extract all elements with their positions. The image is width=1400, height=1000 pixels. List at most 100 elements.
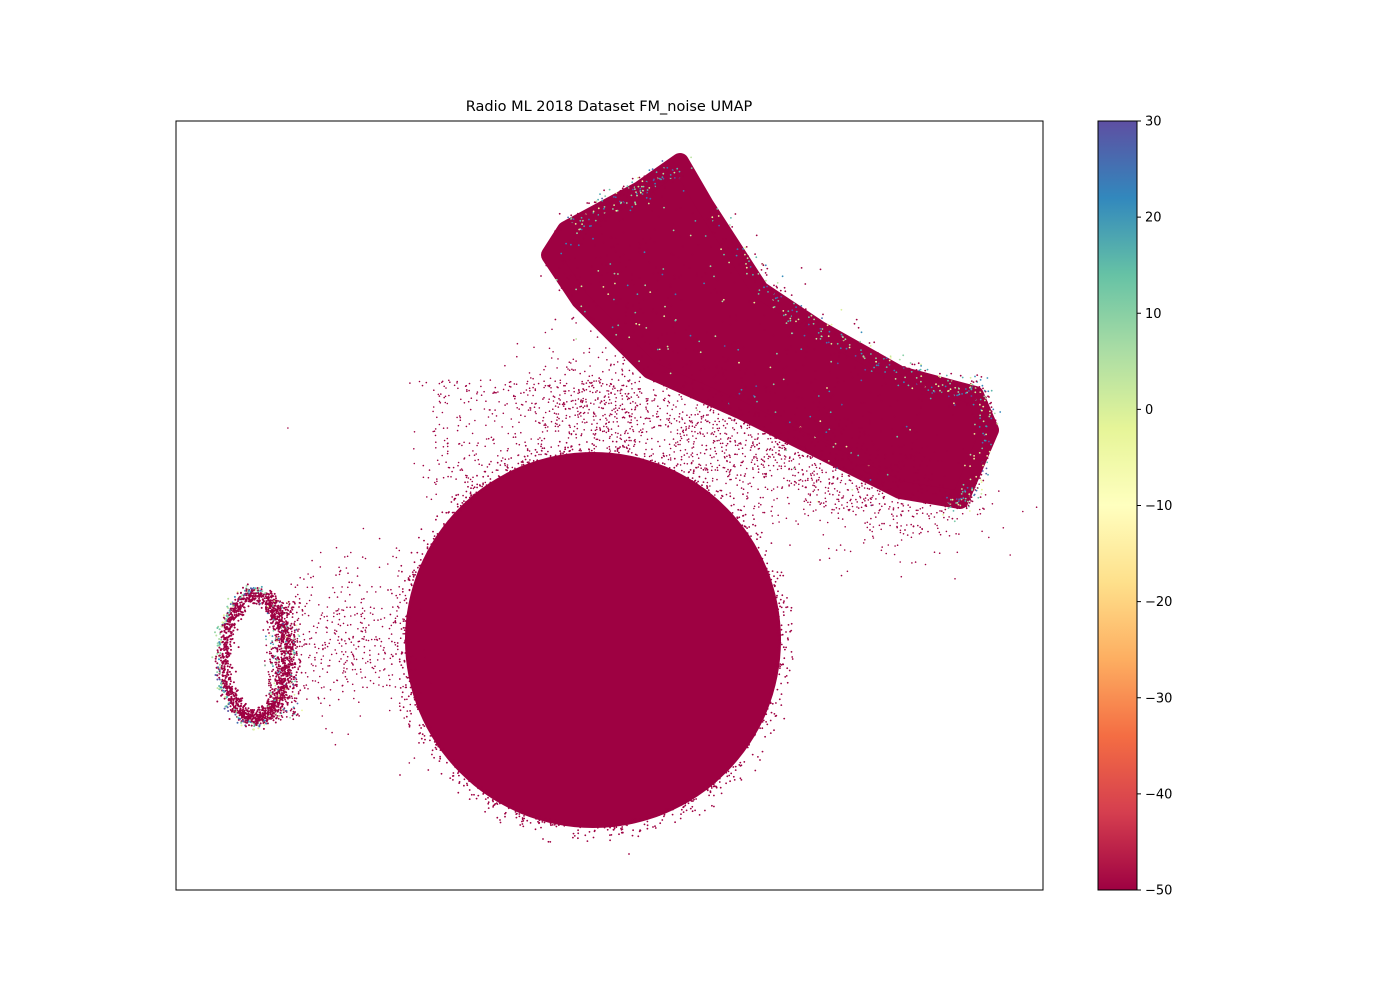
- scatter-point: [601, 197, 603, 200]
- scatter-point: [466, 784, 469, 787]
- scatter-point: [989, 435, 991, 438]
- scatter-point: [690, 167, 693, 170]
- scatter-point: [673, 332, 676, 334]
- scatter-point: [856, 475, 859, 478]
- scatter-point: [956, 502, 959, 504]
- scatter-point: [412, 575, 415, 578]
- scatter-point: [609, 364, 612, 367]
- scatter-point: [821, 427, 823, 429]
- scatter-point: [433, 756, 435, 759]
- scatter-point: [566, 366, 568, 368]
- scatter-point: [528, 461, 530, 463]
- scatter-point: [873, 366, 875, 369]
- scatter-point: [776, 282, 779, 284]
- scatter-point: [846, 501, 849, 504]
- scatter-point: [603, 399, 606, 402]
- scatter-point: [730, 478, 732, 481]
- scatter-point: [594, 434, 596, 436]
- scatter-point: [893, 415, 896, 418]
- scatter-point: [773, 674, 776, 677]
- scatter-point: [516, 468, 519, 470]
- scatter-point: [513, 469, 515, 472]
- scatter-point: [764, 554, 767, 556]
- scatter-point: [418, 380, 421, 383]
- scatter-point: [579, 219, 582, 222]
- scatter-point: [606, 359, 608, 361]
- scatter-point: [609, 450, 612, 452]
- scatter-point: [679, 443, 681, 446]
- scatter-point: [805, 323, 808, 325]
- scatter-point: [784, 313, 787, 316]
- scatter-point: [614, 393, 616, 396]
- scatter-point: [777, 635, 780, 637]
- scatter-point: [665, 381, 667, 383]
- scatter-point: [443, 396, 446, 399]
- scatter-point: [842, 495, 845, 497]
- scatter-point: [735, 314, 737, 317]
- scatter-point: [409, 575, 411, 578]
- scatter-point: [539, 373, 541, 376]
- scatter-point: [484, 810, 486, 813]
- scatter-point: [409, 382, 411, 384]
- scatter-point: [909, 362, 912, 364]
- scatter-point: [869, 345, 872, 347]
- scatter-point: [830, 462, 833, 464]
- scatter-point: [769, 366, 772, 369]
- scatter-point: [627, 822, 630, 825]
- scatter-point: [616, 409, 619, 412]
- scatter-point: [715, 780, 718, 782]
- scatter-point: [945, 530, 948, 533]
- scatter-point: [500, 800, 503, 803]
- scatter-point: [718, 464, 721, 467]
- scatter-point: [416, 581, 418, 584]
- scatter-point: [713, 288, 716, 291]
- scatter-point: [716, 469, 719, 472]
- scatter-point: [952, 414, 954, 416]
- scatter-point: [590, 330, 592, 332]
- scatter-point: [627, 432, 629, 435]
- scatter-point: [758, 506, 760, 508]
- scatter-point: [753, 415, 756, 417]
- scatter-point: [812, 327, 815, 330]
- scatter-point: [448, 466, 451, 469]
- scatter-point: [523, 815, 525, 817]
- scatter-point: [707, 398, 709, 401]
- scatter-point: [927, 530, 929, 533]
- scatter-point: [624, 441, 626, 443]
- scatter-point: [969, 498, 972, 501]
- scatter-point: [405, 648, 408, 651]
- scatter-point: [655, 463, 658, 466]
- scatter-point: [582, 213, 585, 215]
- scatter-point: [716, 478, 718, 481]
- scatter-point: [954, 386, 957, 389]
- scatter-point: [785, 365, 788, 368]
- scatter-point: [771, 587, 774, 590]
- scatter-point: [246, 583, 249, 586]
- scatter-point: [898, 497, 900, 500]
- scatter-point: [900, 502, 903, 505]
- scatter-point: [939, 484, 941, 486]
- scatter-point: [635, 321, 638, 323]
- scatter-point: [612, 828, 615, 831]
- scatter-point: [532, 386, 534, 389]
- scatter-point: [504, 811, 507, 814]
- scatter-point: [618, 833, 620, 836]
- scatter-point: [681, 417, 683, 419]
- scatter-point: [801, 454, 804, 457]
- scatter-point: [556, 279, 558, 281]
- scatter-point: [410, 551, 413, 554]
- scatter-point: [572, 218, 575, 221]
- scatter-point: [969, 376, 972, 379]
- scatter-point: [234, 598, 237, 601]
- scatter-point: [823, 459, 825, 461]
- scatter-point: [569, 426, 571, 429]
- scatter-point: [779, 454, 781, 457]
- scatter-point: [578, 443, 581, 446]
- scatter-point: [714, 494, 716, 496]
- scatter-point: [983, 458, 986, 461]
- scatter-point: [578, 455, 581, 457]
- scatter-point: [508, 458, 510, 460]
- scatter-point: [759, 727, 761, 730]
- scatter-point: [543, 386, 545, 389]
